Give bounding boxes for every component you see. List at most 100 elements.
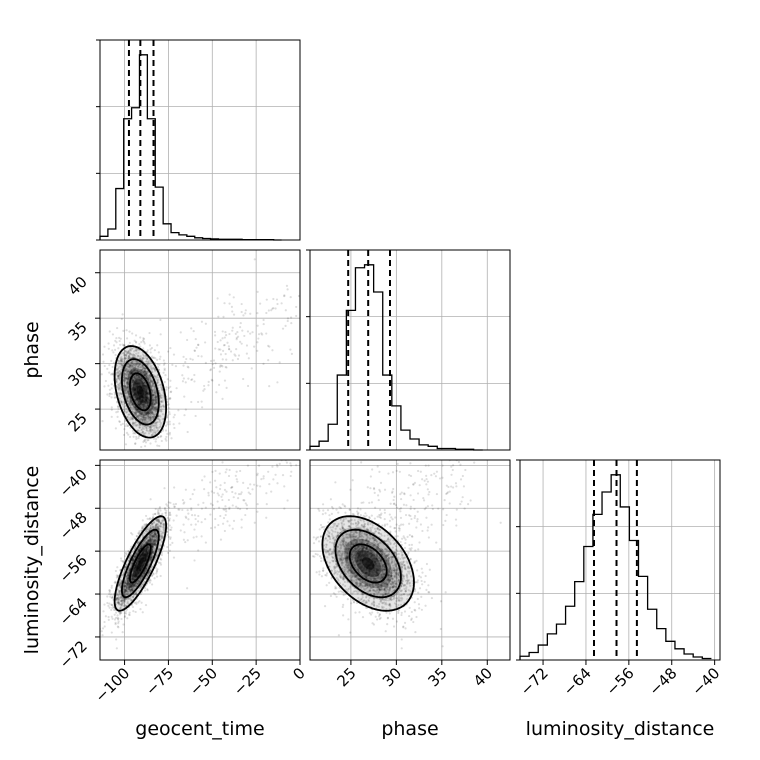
sample-point [138, 568, 142, 571]
sample-point [186, 365, 189, 368]
sample-point [149, 427, 153, 430]
sample-point [257, 333, 261, 336]
sample-point [166, 423, 169, 426]
sample-point [234, 492, 237, 495]
sample-point [143, 370, 146, 373]
sample-point [139, 554, 142, 557]
sample-point [155, 572, 158, 575]
sample-point [182, 523, 185, 526]
sample-point [150, 555, 153, 558]
sample-point [145, 541, 148, 545]
sample-point [152, 384, 155, 387]
sample-point [134, 573, 138, 576]
sample-point [104, 379, 107, 383]
sample-point [155, 526, 158, 529]
sample-point [132, 584, 136, 587]
sample-point [143, 559, 146, 562]
sample-point [115, 597, 118, 601]
sample-point [124, 377, 127, 380]
sample-point [143, 395, 146, 398]
sample-point [118, 362, 121, 365]
sample-point [130, 362, 134, 365]
sample-point [155, 533, 158, 536]
sample-point [120, 605, 123, 608]
sample-point [140, 371, 143, 374]
sample-point [139, 553, 143, 557]
sample-point [142, 388, 146, 391]
sample-point [144, 390, 147, 393]
sample-point [129, 403, 132, 406]
sample-point [134, 393, 137, 396]
sample-point [286, 288, 289, 291]
sample-point [132, 422, 135, 425]
sample-point [127, 356, 130, 360]
sample-point [172, 353, 176, 356]
sample-point [123, 349, 127, 352]
sample-point [100, 630, 103, 633]
sample-point [153, 399, 156, 402]
sample-point [197, 354, 200, 358]
sample-point [147, 377, 150, 381]
sample-point [154, 524, 157, 527]
sample-point [134, 369, 137, 372]
sample-point [141, 382, 144, 385]
sample-point [108, 371, 111, 374]
sample-point [219, 538, 223, 541]
sample-point [135, 382, 138, 386]
sample-point [137, 550, 140, 553]
sample-point [161, 413, 164, 416]
sample-point [134, 341, 138, 344]
sample-point [151, 356, 155, 360]
sample-point [144, 402, 147, 405]
sample-point [184, 515, 187, 518]
sample-point [139, 370, 142, 373]
sample-point [151, 541, 154, 544]
sample-point [141, 369, 144, 372]
sample-point [137, 549, 140, 553]
sample-point [191, 514, 194, 517]
sample-point [151, 535, 154, 538]
sample-point [236, 497, 240, 500]
sample-point [139, 554, 142, 557]
sample-point [135, 424, 138, 427]
sample-point [222, 315, 225, 318]
sample-point [133, 388, 136, 392]
sample-point [126, 396, 129, 399]
sample-point [131, 596, 135, 599]
sample-point [147, 377, 150, 381]
sample-point [204, 517, 207, 521]
sample-point [257, 337, 260, 340]
sample-point [115, 574, 118, 577]
sample-point [119, 586, 122, 589]
sample-point [129, 565, 132, 569]
sample-point [153, 426, 156, 430]
sample-point [124, 589, 128, 592]
sample-point [127, 389, 130, 392]
sample-point [157, 527, 160, 531]
sample-point [123, 580, 126, 584]
sample-point [135, 383, 138, 386]
sample-point [132, 383, 135, 386]
sample-point [141, 418, 144, 421]
sample-point [145, 554, 148, 557]
sample-point [135, 564, 138, 567]
sample-point [142, 386, 146, 389]
sample-point [127, 375, 130, 378]
sample-point [138, 397, 142, 401]
sample-point [150, 364, 153, 368]
sample-point [151, 525, 155, 529]
sample-point [226, 520, 229, 523]
sample-point [141, 550, 144, 554]
sample-point [132, 583, 135, 586]
sample-point [127, 391, 130, 394]
sample-point [159, 522, 162, 526]
sample-point [133, 572, 136, 575]
sample-point [135, 414, 138, 417]
sample-point [155, 406, 158, 409]
sample-point [259, 302, 262, 305]
sample-point [147, 540, 151, 543]
sample-point [133, 388, 137, 391]
sample-point [158, 425, 161, 429]
sample-point [136, 415, 139, 418]
sample-point [138, 569, 141, 572]
